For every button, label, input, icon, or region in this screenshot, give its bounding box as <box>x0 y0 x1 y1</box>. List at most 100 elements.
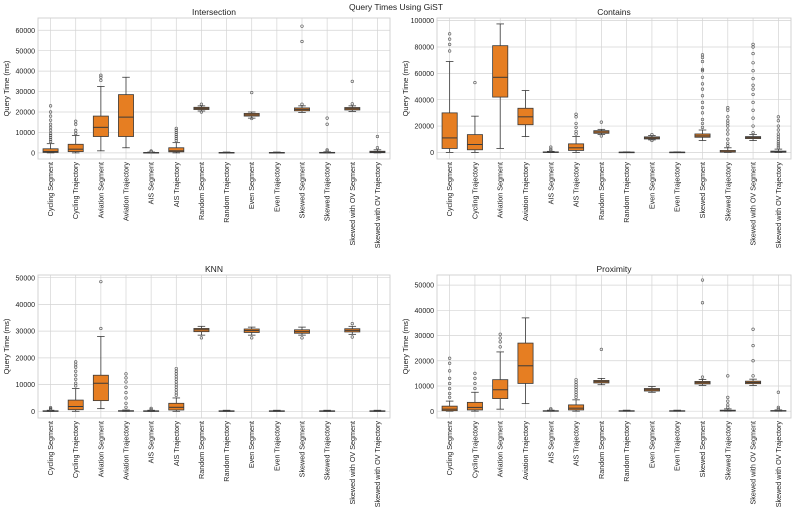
outlier-point <box>124 391 128 395</box>
box-skewed-with-ov-segment <box>745 42 762 141</box>
box-random-trajectory <box>618 409 635 412</box>
outlier-point <box>700 69 705 73</box>
outlier-point <box>174 366 178 371</box>
x-tick-label: Skewed Trajectory <box>723 162 732 222</box>
box-skewed-segment <box>694 53 711 141</box>
outlier-point <box>99 78 103 82</box>
y-tick-label: 40000 <box>415 97 435 104</box>
outlier-point <box>751 116 755 120</box>
outlier-point <box>751 124 755 128</box>
outlier-point <box>574 378 578 382</box>
outlier-point <box>599 120 603 124</box>
x-tick-label: Cycling Trajectory <box>470 421 479 479</box>
box-skewed-trajectory <box>319 116 336 154</box>
box-aviation-trajectory <box>517 317 534 405</box>
y-axis-label: Query Time (ms) <box>401 318 410 374</box>
x-tick-label: Even Segment <box>647 421 656 468</box>
box-even-segment <box>643 133 660 143</box>
box-random-segment <box>593 347 610 386</box>
x-tick-label: Even Trajectory <box>673 162 682 212</box>
outlier-point <box>498 345 502 349</box>
outlier-point <box>74 119 78 123</box>
x-tick-label: Even Segment <box>247 421 256 468</box>
x-tick-label: AIS Trajectory <box>572 162 581 208</box>
box-skewed-trajectory <box>719 374 736 412</box>
outlier-point <box>751 374 755 378</box>
box-cycling-segment <box>42 104 59 154</box>
outlier-point <box>776 124 780 128</box>
outlier-point <box>751 77 755 81</box>
x-tick-label: Cycling Segment <box>46 421 55 475</box>
x-tick-label: Even Trajectory <box>272 162 281 212</box>
y-tick-label: 60000 <box>415 71 435 78</box>
box-ais-segment <box>143 149 160 154</box>
outlier-point <box>48 114 53 118</box>
box-even-trajectory <box>669 151 686 154</box>
outlier-point <box>776 144 780 148</box>
y-axis-label: Query Time (ms) <box>2 60 11 116</box>
box-aviation-segment <box>92 73 109 152</box>
x-tick-label: Skewed Segment <box>698 162 707 218</box>
outlier-point <box>751 131 755 135</box>
outlier-point <box>48 104 53 108</box>
x-tick-label: AIS Segment <box>546 421 555 463</box>
x-tick-label: Skewed with OV Segment <box>749 421 758 505</box>
outlier-point <box>149 407 153 412</box>
y-tick-label: 0 <box>31 150 35 157</box>
plot-frame <box>37 274 391 419</box>
y-tick-label: 40000 <box>415 308 435 315</box>
x-tick-label: Random Trajectory <box>222 421 231 482</box>
outlier-point <box>700 117 705 122</box>
outlier-point <box>300 24 304 28</box>
outlier-point <box>473 371 477 375</box>
box-ais-segment <box>542 145 559 153</box>
plot-frame <box>436 274 792 419</box>
x-tick-label: Random Trajectory <box>222 162 231 223</box>
outlier-point <box>700 67 705 71</box>
box-random-trajectory <box>618 151 635 154</box>
box-ais-trajectory <box>568 378 585 412</box>
box-body <box>568 143 585 151</box>
outlier-point <box>375 134 380 139</box>
x-tick-label: Aviation Trajectory <box>521 162 530 221</box>
outlier-point <box>726 119 730 123</box>
outlier-point <box>99 326 103 331</box>
outlier-point <box>124 385 128 389</box>
outlier-point <box>300 336 304 340</box>
x-tick-label: Aviation Trajectory <box>521 421 530 480</box>
y-tick-label: 10000 <box>415 384 435 391</box>
box-body <box>67 399 84 411</box>
outlier-point <box>48 128 53 132</box>
outlier-point <box>448 361 452 365</box>
outlier-point <box>751 51 755 56</box>
box-body <box>168 147 185 153</box>
outlier-point <box>498 336 502 340</box>
outlier-point <box>448 369 452 373</box>
x-tick-label: AIS Trajectory <box>172 162 181 208</box>
outlier-point <box>549 147 553 151</box>
x-tick-label: Skewed with OV Segment <box>348 421 357 505</box>
outlier-point <box>700 82 705 86</box>
box-skewed-with-ov-segment <box>344 322 361 339</box>
x-tick-label: Even Segment <box>247 162 256 209</box>
y-tick-label: 50000 <box>415 283 435 290</box>
box-even-trajectory <box>669 409 686 412</box>
box-body <box>466 401 483 411</box>
outlier-point <box>726 141 730 145</box>
outlier-point <box>448 376 452 381</box>
outlier-point <box>498 340 502 344</box>
outlier-point <box>124 405 128 409</box>
outlier-point <box>549 407 553 411</box>
y-tick-label: 30000 <box>415 333 435 340</box>
x-tick-label: Random Segment <box>597 162 606 220</box>
outlier-point <box>325 148 329 152</box>
x-tick-label: Random Segment <box>597 421 606 479</box>
y-tick-label: 100000 <box>411 18 434 25</box>
outlier-point <box>726 137 730 141</box>
box-body <box>118 94 134 137</box>
y-tick-label: 0 <box>31 409 35 416</box>
outlier-point <box>776 115 780 119</box>
x-tick-label: AIS Segment <box>147 162 156 204</box>
outlier-point <box>448 37 452 41</box>
